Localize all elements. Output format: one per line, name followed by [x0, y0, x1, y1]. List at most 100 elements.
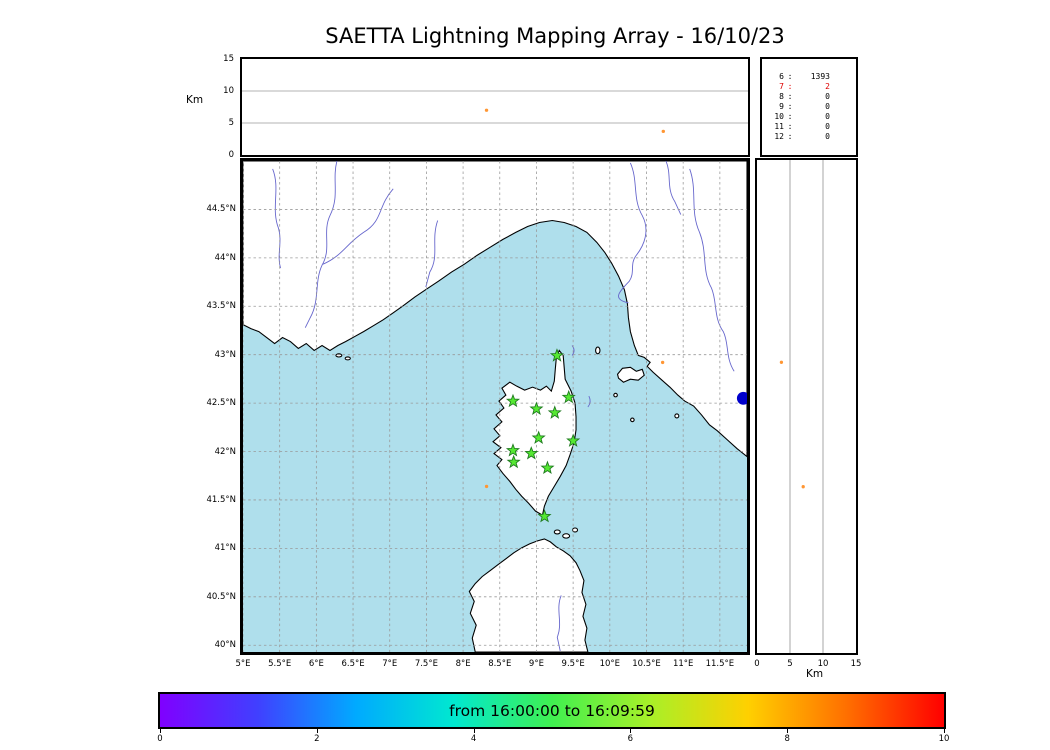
lma-station-marker [506, 454, 521, 469]
island-elba [616, 366, 645, 383]
lon-tick-label: 11.5°E [705, 659, 735, 669]
lat-tick-label: 40.5°N [206, 591, 236, 602]
altitude-vs-latitude-panel [755, 158, 858, 655]
lma-station-marker [529, 401, 544, 416]
river-sardinia [556, 595, 562, 652]
alt-axis-tick-label: 0 [228, 150, 234, 160]
lon-tick-label: 8°E [455, 659, 471, 669]
lma-stations [505, 348, 581, 523]
landmasses [243, 161, 747, 652]
river-west [272, 168, 281, 269]
station-count-label: 8 [779, 92, 784, 101]
coastline-mainland [243, 161, 747, 458]
lon-tick-label: 7.5°E [414, 659, 438, 669]
source-point [484, 484, 489, 489]
alt-axis-tick-label: 10 [223, 86, 234, 96]
island-hyeres [344, 356, 351, 361]
lma-station-marker [549, 348, 564, 362]
right-axis-tick-label: 5 [787, 659, 793, 669]
lon-tick-label: 9.5°E [561, 659, 585, 669]
lon-tick-label: 7°E [382, 659, 398, 669]
island-maddalena [572, 527, 579, 533]
lon-tick-label: 5°E [235, 659, 251, 669]
lon-tick-label: 8.5°E [488, 659, 512, 669]
station-count-value: 2 [825, 82, 830, 91]
station-count-row: 11: 0 [762, 122, 856, 132]
colorbar-tick-label: 4 [470, 734, 477, 744]
lma-station-marker [537, 508, 552, 523]
lat-tick-label: 43°N [214, 349, 236, 360]
alt-axis-tick-label: 5 [228, 118, 234, 128]
lat-tick-label: 41°N [214, 543, 236, 554]
lon-tick-label: 5.5°E [268, 659, 292, 669]
station-count-row: 12: 0 [762, 132, 856, 142]
colorbar-tick [160, 729, 161, 733]
station-count-row: 10: 0 [762, 112, 856, 122]
colorbar-time-range-label: from 16:00:00 to 16:09:59 [449, 701, 655, 720]
source-points-map [484, 360, 665, 489]
altitude-gridlines [242, 90, 748, 124]
colorbar-tick-label: 8 [784, 734, 790, 744]
station-count-row: 7: 2 [762, 82, 856, 92]
lma-station-marker [566, 433, 581, 447]
colorbar: from 16:00:00 to 16:09:59 [158, 692, 946, 729]
colon: : [787, 112, 793, 121]
island-giglio [674, 413, 680, 419]
station-count-label: 6 [779, 72, 784, 81]
coastline-sardinia [468, 538, 589, 652]
station-count-label: 11 [774, 122, 784, 131]
source-point [661, 129, 665, 133]
station-count-row: 6: 1393 [762, 72, 856, 82]
river-arno [618, 162, 647, 304]
island-capraia [595, 346, 601, 355]
altitude-vs-longitude-panel [240, 57, 750, 157]
station-stats-list: 6: 1393 7: 2 8: 0 9: 0 10: 0 11: 0 12: 0 [762, 72, 856, 142]
alt-axis-label-right: Km [806, 668, 824, 680]
station-count-value: 0 [825, 112, 830, 121]
right-axis-tick-label: 10 [817, 659, 829, 669]
river-tributary [665, 161, 682, 215]
colon: : [787, 102, 793, 111]
sea-squiggle [571, 345, 575, 356]
island-pianosa [613, 392, 618, 398]
colorbar-tick [944, 729, 945, 733]
station-count-label: 9 [779, 102, 784, 111]
map-marker-group [736, 391, 747, 405]
lma-station-marker [531, 430, 546, 444]
station-count-row: 9: 0 [762, 102, 856, 112]
colorbar-tick [316, 729, 318, 733]
source-points-top [484, 108, 665, 133]
rivers [272, 161, 735, 652]
lon-tick-label: 9°E [528, 659, 544, 669]
colorbar-tick-label: 2 [314, 734, 320, 744]
colorbar-tick [630, 729, 632, 733]
lat-tick-label: 42°N [214, 446, 236, 457]
colorbar-tick-label: 10 [938, 734, 950, 744]
station-count-value: 0 [825, 102, 830, 111]
colon: : [787, 92, 793, 101]
lon-tick-label: 11°E [672, 659, 694, 669]
lma-station-marker [547, 405, 562, 419]
source-point [779, 360, 784, 364]
island-maddalena [562, 533, 571, 539]
station-stats-panel: 6: 1393 7: 2 8: 0 9: 0 10: 0 11: 0 12: 0 [760, 57, 858, 157]
station-count-label: 7 [779, 82, 784, 91]
station-count-label: 12 [774, 132, 784, 141]
alt-axis-tick-label: 15 [223, 54, 234, 64]
colon: : [787, 72, 793, 81]
lon-tick-label: 10°E [599, 659, 621, 669]
island-montecristo [630, 417, 635, 423]
station-count-value: 1393 [810, 72, 830, 81]
colorbar-tick-label: 6 [627, 734, 634, 744]
river-var [425, 220, 439, 288]
right-gridlines [789, 160, 824, 653]
lat-tick-label: 44.5°N [206, 204, 236, 215]
station-count-value: 0 [825, 132, 830, 141]
alt-axis-label-top: Km [186, 94, 204, 106]
lma-station-marker [561, 389, 576, 404]
source-point [801, 485, 805, 489]
lat-tick-label: 40°N [214, 640, 236, 651]
station-count-label: 10 [774, 112, 784, 121]
source-points-right [779, 360, 805, 489]
river-durance [322, 188, 394, 265]
